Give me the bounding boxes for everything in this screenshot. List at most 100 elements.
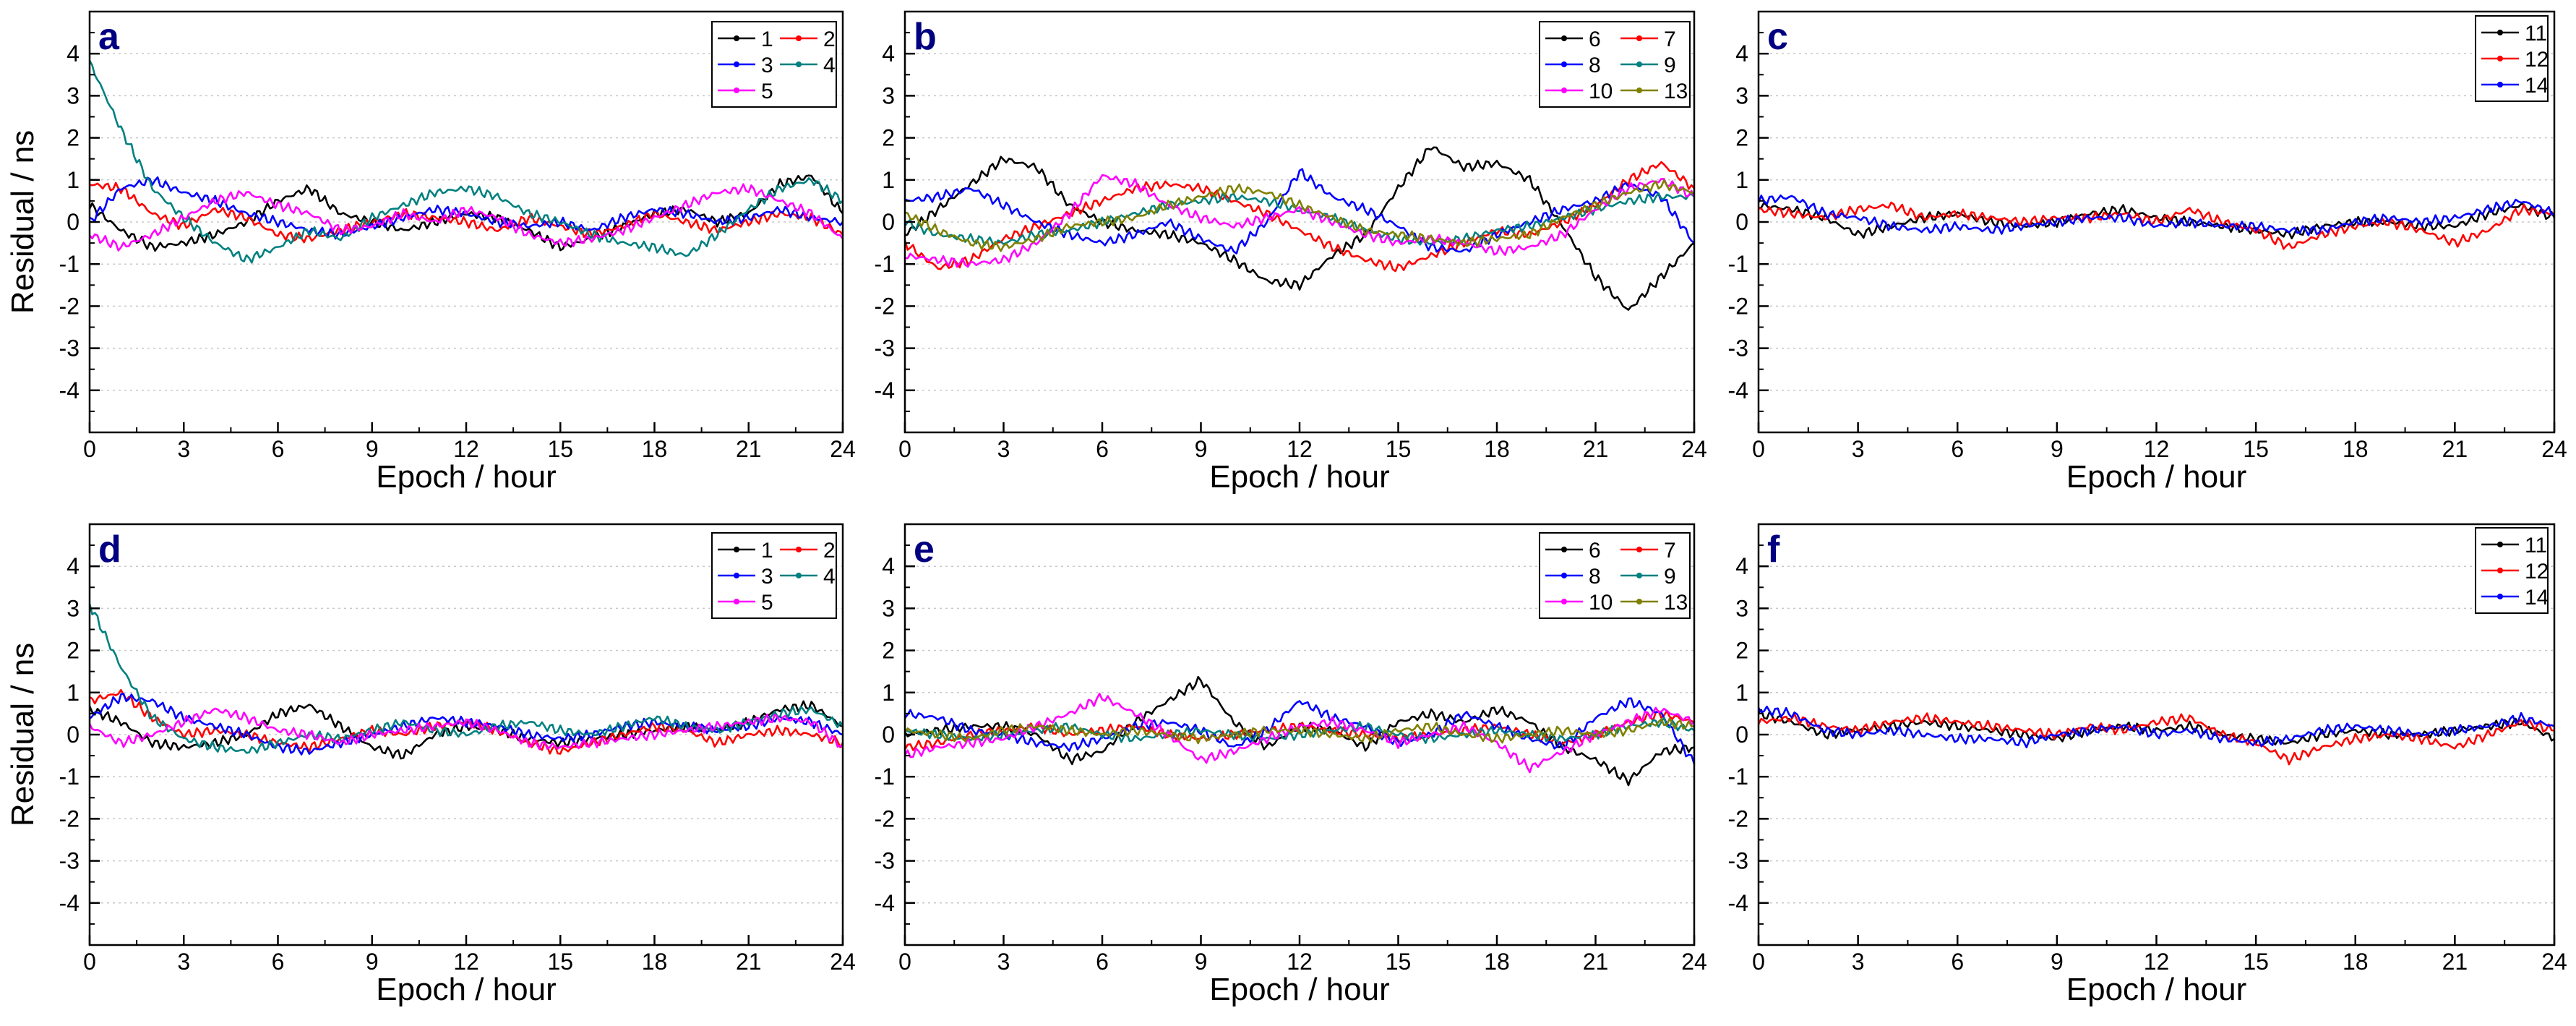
x-tick-label: 24 [830, 949, 856, 975]
y-tick-label: -1 [875, 764, 895, 790]
x-tick-label: 6 [1096, 949, 1109, 975]
series-line-13 [904, 179, 1695, 252]
y-tick-label: -2 [59, 805, 80, 832]
y-tick-label: 1 [882, 680, 895, 706]
y-tick-label: 2 [1735, 125, 1748, 151]
legend-marker-14 [2497, 82, 2503, 87]
series-line-4 [88, 60, 843, 264]
x-tick-label: 18 [2343, 949, 2369, 975]
y-tick-label: -2 [1728, 293, 1748, 319]
x-tick-label: 12 [2144, 949, 2170, 975]
legend-label-8: 8 [1589, 54, 1601, 77]
legend-marker-14 [2497, 594, 2503, 599]
y-tick-label: -3 [59, 848, 80, 874]
series-line-14 [1757, 194, 2555, 236]
legend-marker-11 [2497, 30, 2503, 35]
legend-label-1: 1 [761, 27, 773, 51]
legend-label-10: 10 [1589, 591, 1613, 615]
x-tick-label: 9 [1195, 949, 1208, 975]
y-tick-label: 0 [1735, 722, 1748, 748]
panel-label: f [1767, 529, 1780, 570]
legend-marker-1 [734, 35, 739, 41]
legend-marker-3 [734, 61, 739, 67]
legend-label-6: 6 [1589, 27, 1601, 51]
y-tick-label: 4 [882, 553, 895, 579]
series-line-1 [88, 174, 844, 252]
y-tick-label: 1 [882, 167, 895, 193]
legend-label-3: 3 [761, 54, 773, 77]
x-tick-label: 12 [453, 949, 479, 975]
x-tick-label: 18 [642, 949, 668, 975]
x-tick-label: 12 [453, 436, 479, 462]
legend-label-10: 10 [1589, 80, 1613, 103]
series-line-10 [903, 692, 1695, 774]
y-tick-label: 3 [66, 595, 80, 621]
legend-marker-5 [734, 599, 739, 604]
legend-marker-10 [1561, 87, 1567, 93]
y-tick-label: 0 [882, 209, 895, 235]
x-tick-label: 0 [83, 949, 96, 975]
x-tick-label: 24 [2541, 949, 2567, 975]
x-tick-label: 21 [1583, 436, 1609, 462]
legend-marker-4 [796, 573, 802, 578]
series-line-10 [904, 174, 1696, 268]
x-tick-label: 0 [1752, 949, 1765, 975]
series-line-4 [88, 603, 844, 754]
y-tick-label: -4 [1728, 890, 1748, 916]
legend-label-8: 8 [1589, 565, 1601, 589]
y-tick-label: 4 [882, 40, 895, 67]
x-tick-label: 15 [1386, 436, 1412, 462]
series-line-8 [903, 697, 1696, 765]
y-tick-label: 2 [882, 125, 895, 151]
x-tick-label: 18 [642, 436, 668, 462]
x-tick-label: 15 [1386, 949, 1412, 975]
x-tick-label: 15 [547, 436, 573, 462]
y-tick-label: 3 [1735, 595, 1748, 621]
legend-label-7: 7 [1664, 539, 1676, 563]
x-tick-label: 3 [1852, 436, 1865, 462]
legend-marker-12 [2497, 568, 2503, 573]
legend-marker-13 [1636, 599, 1642, 604]
y-tick-label: 1 [66, 680, 80, 706]
y-tick-label: 4 [1735, 553, 1748, 579]
x-tick-label: 6 [272, 436, 285, 462]
x-tick-label: 6 [1096, 436, 1109, 462]
panel-label: d [98, 529, 121, 570]
y-tick-label: -1 [875, 251, 895, 277]
legend-label-13: 13 [1664, 591, 1688, 615]
legend-marker-2 [796, 547, 802, 552]
legend-label-14: 14 [2525, 74, 2549, 98]
x-tick-label: 15 [547, 949, 573, 975]
series-line-12 [1757, 712, 2555, 766]
legend-marker-2 [796, 35, 802, 41]
y-tick-label: -3 [1728, 335, 1748, 362]
y-tick-label: -3 [59, 335, 80, 362]
y-tick-label: -4 [59, 377, 80, 403]
legend-label-14: 14 [2525, 586, 2549, 610]
x-tick-label: 3 [997, 436, 1010, 462]
x-tick-label: 6 [272, 949, 285, 975]
panel-label: e [914, 529, 935, 570]
legend: 1 2 3 4 5 [711, 532, 837, 619]
legend-label-11: 11 [2525, 22, 2547, 46]
legend: 6 7 8 9 10 13 [1539, 21, 1691, 108]
x-axis-label: Epoch / hour [2066, 459, 2247, 495]
y-axis-label: Residual / ns [5, 130, 40, 314]
legend-marker-7 [1636, 547, 1642, 552]
y-tick-label: 4 [1735, 40, 1748, 67]
legend-label-1: 1 [761, 539, 773, 563]
x-tick-label: 21 [736, 949, 762, 975]
x-tick-label: 9 [2051, 436, 2064, 462]
series-line-14 [1757, 705, 2555, 748]
x-tick-label: 21 [2442, 436, 2468, 462]
legend-label-4: 4 [823, 565, 836, 589]
x-tick-label: 12 [1287, 949, 1313, 975]
y-tick-label: -1 [1728, 764, 1748, 790]
series-line-5 [89, 183, 844, 252]
legend-marker-9 [1636, 61, 1642, 67]
